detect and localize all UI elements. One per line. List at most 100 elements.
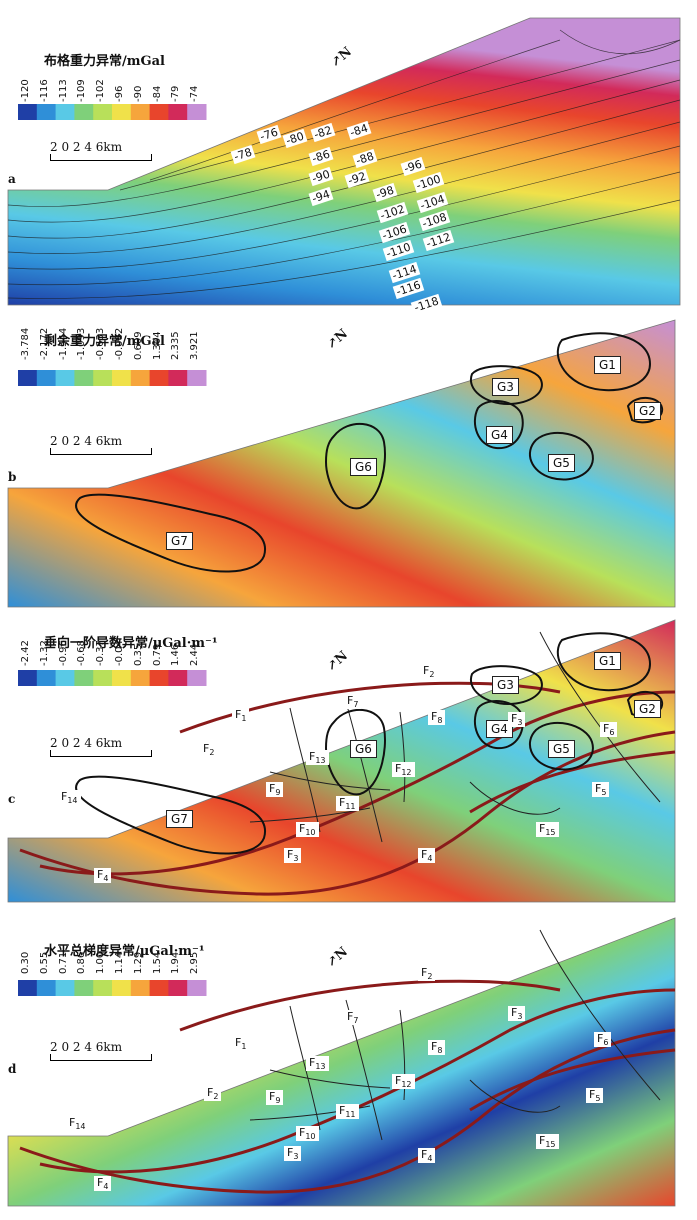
color-swatch bbox=[149, 104, 169, 120]
color-swatch bbox=[112, 670, 132, 686]
color-swatch bbox=[149, 370, 169, 386]
color-swatch bbox=[74, 104, 94, 120]
fault-label: F2 bbox=[418, 966, 436, 982]
anomaly-label: G7 bbox=[166, 810, 193, 828]
anomaly-label: G2 bbox=[634, 402, 661, 420]
color-swatch bbox=[55, 980, 75, 996]
color-bar-tick: 0.86 bbox=[76, 951, 88, 974]
color-bar-tick: -116 bbox=[38, 79, 50, 102]
color-swatch bbox=[74, 670, 94, 686]
fault-label: F8 bbox=[428, 1040, 446, 1056]
color-bar-tick: 1.94 bbox=[170, 951, 182, 974]
anomaly-label: G1 bbox=[594, 356, 621, 374]
color-swatch bbox=[18, 980, 38, 996]
color-bar-tick: 0.35 bbox=[132, 643, 144, 666]
color-bar-tick: 1.54 bbox=[151, 951, 163, 974]
fault-label: F12 bbox=[392, 762, 415, 778]
color-swatch bbox=[149, 980, 169, 996]
fault-label: F3 bbox=[284, 848, 302, 864]
anomaly-label: G5 bbox=[548, 454, 575, 472]
fault-label: F7 bbox=[344, 1010, 362, 1026]
scale-label: 2 0 2 4 6km bbox=[50, 434, 123, 448]
fault-label: F1 bbox=[232, 708, 250, 724]
color-swatch bbox=[130, 370, 151, 386]
map-area bbox=[7, 917, 676, 1207]
scale-bar: 2 0 2 4 6km bbox=[50, 434, 152, 455]
panel-title: 剩余重力异常/mGal bbox=[44, 334, 165, 349]
anomaly-label: G4 bbox=[486, 720, 513, 738]
color-swatch bbox=[112, 104, 132, 120]
minor-fault-lines bbox=[249, 929, 661, 1141]
color-swatch bbox=[18, 370, 38, 386]
panel-d: 水平总梯度异常/μGal·m⁻¹ 0.30 0.55 0.71 0.86 1.00 1.1… bbox=[0, 910, 697, 1220]
panel-b: 剩余重力异常/mGal -3.784 -2.172 -1.544 -1.093 -0.6… bbox=[0, 312, 697, 612]
color-bar-tick: -2.42 bbox=[20, 640, 31, 666]
color-swatch bbox=[168, 370, 188, 386]
fault-label: F14 bbox=[66, 1116, 89, 1132]
fault-label: F4 bbox=[418, 848, 436, 864]
anomaly-outlines bbox=[75, 632, 664, 855]
color-swatch bbox=[18, 104, 38, 120]
color-swatch bbox=[187, 670, 207, 686]
color-swatch bbox=[55, 104, 75, 120]
panel-title: 垂向一阶导数异常/μGal·m⁻¹ bbox=[44, 636, 218, 651]
color-bar-tick: -1.093 bbox=[76, 327, 88, 360]
color-bar-tick: -84 bbox=[151, 85, 163, 102]
color-bar-tick: 1.46 bbox=[170, 643, 182, 666]
panel-letter: a bbox=[8, 172, 16, 186]
anomaly-label: G3 bbox=[492, 676, 519, 694]
anomaly-label: G1 bbox=[594, 652, 621, 670]
color-swatch bbox=[55, 370, 75, 386]
anomaly-label: G4 bbox=[486, 426, 513, 444]
color-swatch bbox=[168, 670, 188, 686]
color-bar-tick: -0.96 bbox=[57, 640, 69, 666]
color-bar bbox=[18, 980, 207, 996]
fault-label: F3 bbox=[508, 1006, 526, 1022]
color-swatch bbox=[36, 370, 57, 386]
color-swatch bbox=[36, 980, 57, 996]
color-swatch bbox=[74, 370, 94, 386]
anomaly-label: G2 bbox=[634, 700, 661, 718]
color-swatch bbox=[187, 370, 207, 386]
fault-label: F15 bbox=[536, 822, 559, 838]
color-bar-tick: 1.14 bbox=[114, 951, 125, 974]
color-bar-tick: -1.544 bbox=[57, 327, 69, 360]
anomaly-label: G6 bbox=[350, 740, 377, 758]
color-swatch bbox=[93, 104, 113, 120]
color-bar-tick: 1.29 bbox=[132, 951, 144, 974]
color-bar-tick: 0.79 bbox=[151, 643, 163, 666]
color-swatch bbox=[168, 980, 188, 996]
color-bar bbox=[18, 370, 207, 386]
color-swatch bbox=[55, 670, 75, 686]
color-swatch bbox=[112, 370, 132, 386]
color-swatch bbox=[74, 980, 94, 996]
color-bar-tick: 3.921 bbox=[189, 331, 201, 360]
fault-label: F5 bbox=[592, 782, 610, 798]
color-bar bbox=[18, 104, 207, 120]
fault-label: F9 bbox=[266, 1090, 284, 1106]
fault-label: F3 bbox=[508, 712, 526, 728]
panel-a: 布格重力异常/mGal -120 -116 -113 -109 -102 -96 -90 -8… bbox=[0, 0, 697, 316]
fault-label: F10 bbox=[296, 822, 319, 838]
fault-label: F1 bbox=[232, 1036, 250, 1052]
color-swatch bbox=[168, 104, 188, 120]
color-bar-tick: -0.68 bbox=[76, 640, 88, 666]
color-bar-tick: -79 bbox=[170, 85, 182, 102]
fault-label: F5 bbox=[586, 1088, 604, 1104]
panel-letter: d bbox=[8, 1062, 17, 1076]
fault-label: F2 bbox=[204, 1086, 222, 1102]
color-swatch bbox=[130, 104, 151, 120]
color-bar-tick: -74 bbox=[189, 85, 201, 102]
fault-label: F4 bbox=[94, 1176, 112, 1192]
fault-label: F13 bbox=[306, 750, 329, 766]
anomaly-label: G3 bbox=[492, 378, 519, 396]
fault-label: F2 bbox=[420, 664, 438, 680]
color-bar bbox=[18, 670, 207, 686]
color-bar-ticks: -120 -116 -113 -109 -102 -96 -90 -84 -79 -74 bbox=[18, 60, 206, 104]
scale-bar: 2 0 2 4 6km bbox=[50, 1040, 152, 1061]
color-swatch bbox=[130, 670, 151, 686]
fault-label: F3 bbox=[284, 1146, 302, 1162]
fault-label: F6 bbox=[594, 1032, 612, 1048]
scale-label: 2 0 2 4 6km bbox=[50, 736, 123, 750]
color-swatch bbox=[36, 104, 57, 120]
